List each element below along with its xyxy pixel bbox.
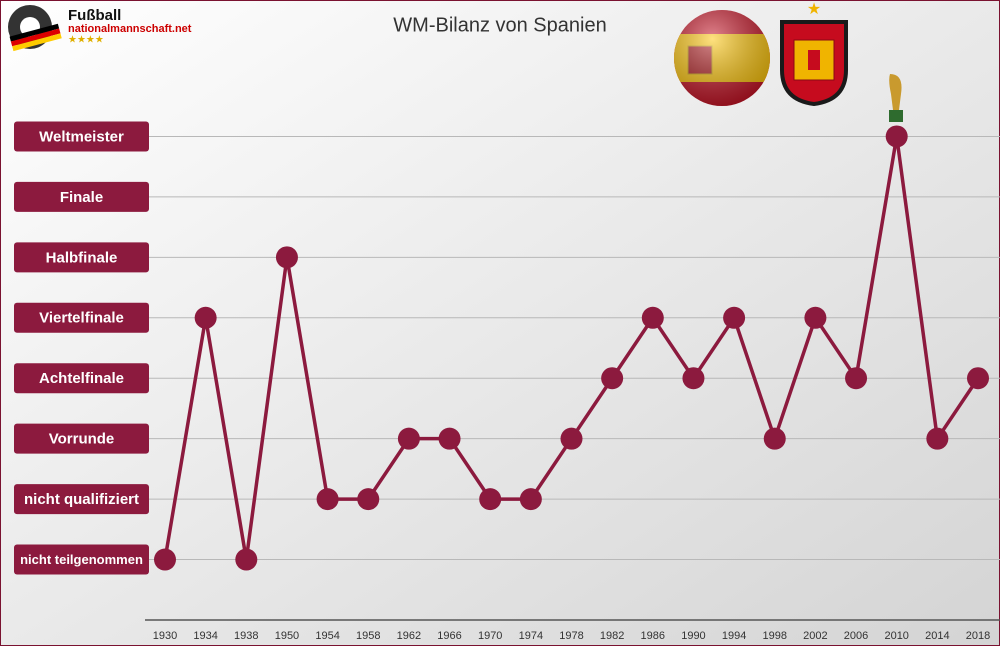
data-point [519,488,542,511]
y-label-box [14,242,149,273]
y-tick-label: Viertelfinale [39,310,124,327]
x-tick-label: 1978 [559,630,583,642]
trophy [889,74,903,122]
y-tick-label: Vorrunde [49,431,115,448]
data-point [560,427,583,450]
y-label-box [14,484,149,515]
crest: ★ [780,1,848,107]
data-point [723,306,746,329]
logo: Fußball nationalmannschaft.net ★★★★ [8,5,192,52]
data-point [641,306,664,329]
flag [674,10,770,106]
x-tick-label: 2018 [966,630,990,642]
data-point [194,306,217,329]
stars: ★★★★ [68,35,104,46]
data-point [967,367,989,390]
svg-text:★: ★ [807,1,821,18]
x-tick-label: 1994 [722,630,746,642]
data-point [845,367,868,390]
chart-title: WM-Bilanz von Spanien [393,14,606,36]
y-tick-label: Halbfinale [46,249,118,266]
x-tick-label: 1982 [600,630,624,642]
x-tick-label: 1966 [437,630,461,642]
x-tick-label: 1950 [275,630,299,642]
data-point [601,367,624,390]
x-tick-label: 1962 [397,630,421,642]
x-tick-label: 1934 [193,630,217,642]
x-tick-label: 2010 [884,630,908,642]
y-tick-label: Achtelfinale [39,370,124,387]
x-tick-label: 1958 [356,630,380,642]
data-point [926,427,949,450]
y-label-box [14,363,149,394]
data-point [235,548,258,571]
x-tick-label: 1938 [234,630,258,642]
data-point [682,367,705,390]
data-point [479,488,502,511]
y-label-box [14,181,149,212]
y-label-box [14,544,149,575]
x-tick-label: 1990 [681,630,705,642]
data-point [397,427,420,450]
y-label-box [14,302,149,333]
x-tick-label: 1986 [641,630,665,642]
data-point [804,306,827,329]
y-tick-label: Weltmeister [39,128,124,145]
y-tick-label: Finale [60,189,103,206]
x-tick-label: 1930 [153,630,177,642]
x-tick-label: 1970 [478,630,502,642]
data-point [154,548,176,571]
data-point [275,246,298,269]
data-point [885,125,908,148]
brand-name: Fußball [68,7,121,24]
y-label-box [14,121,149,152]
x-tick-label: 2014 [925,630,949,642]
x-tick-label: 1974 [519,630,543,642]
brand-site: nationalmannschaft.net [68,23,192,35]
data-point [316,488,339,511]
x-tick-label: 1954 [315,630,339,642]
y-tick-label: nicht teilgenommen [20,552,143,567]
data-point [438,427,461,450]
x-tick-label: 1998 [763,630,787,642]
data-point [357,488,380,511]
x-tick-label: 2002 [803,630,827,642]
y-tick-label: nicht qualifiziert [24,491,139,508]
y-label-box [14,423,149,454]
data-point [763,427,786,450]
x-tick-label: 2006 [844,630,868,642]
